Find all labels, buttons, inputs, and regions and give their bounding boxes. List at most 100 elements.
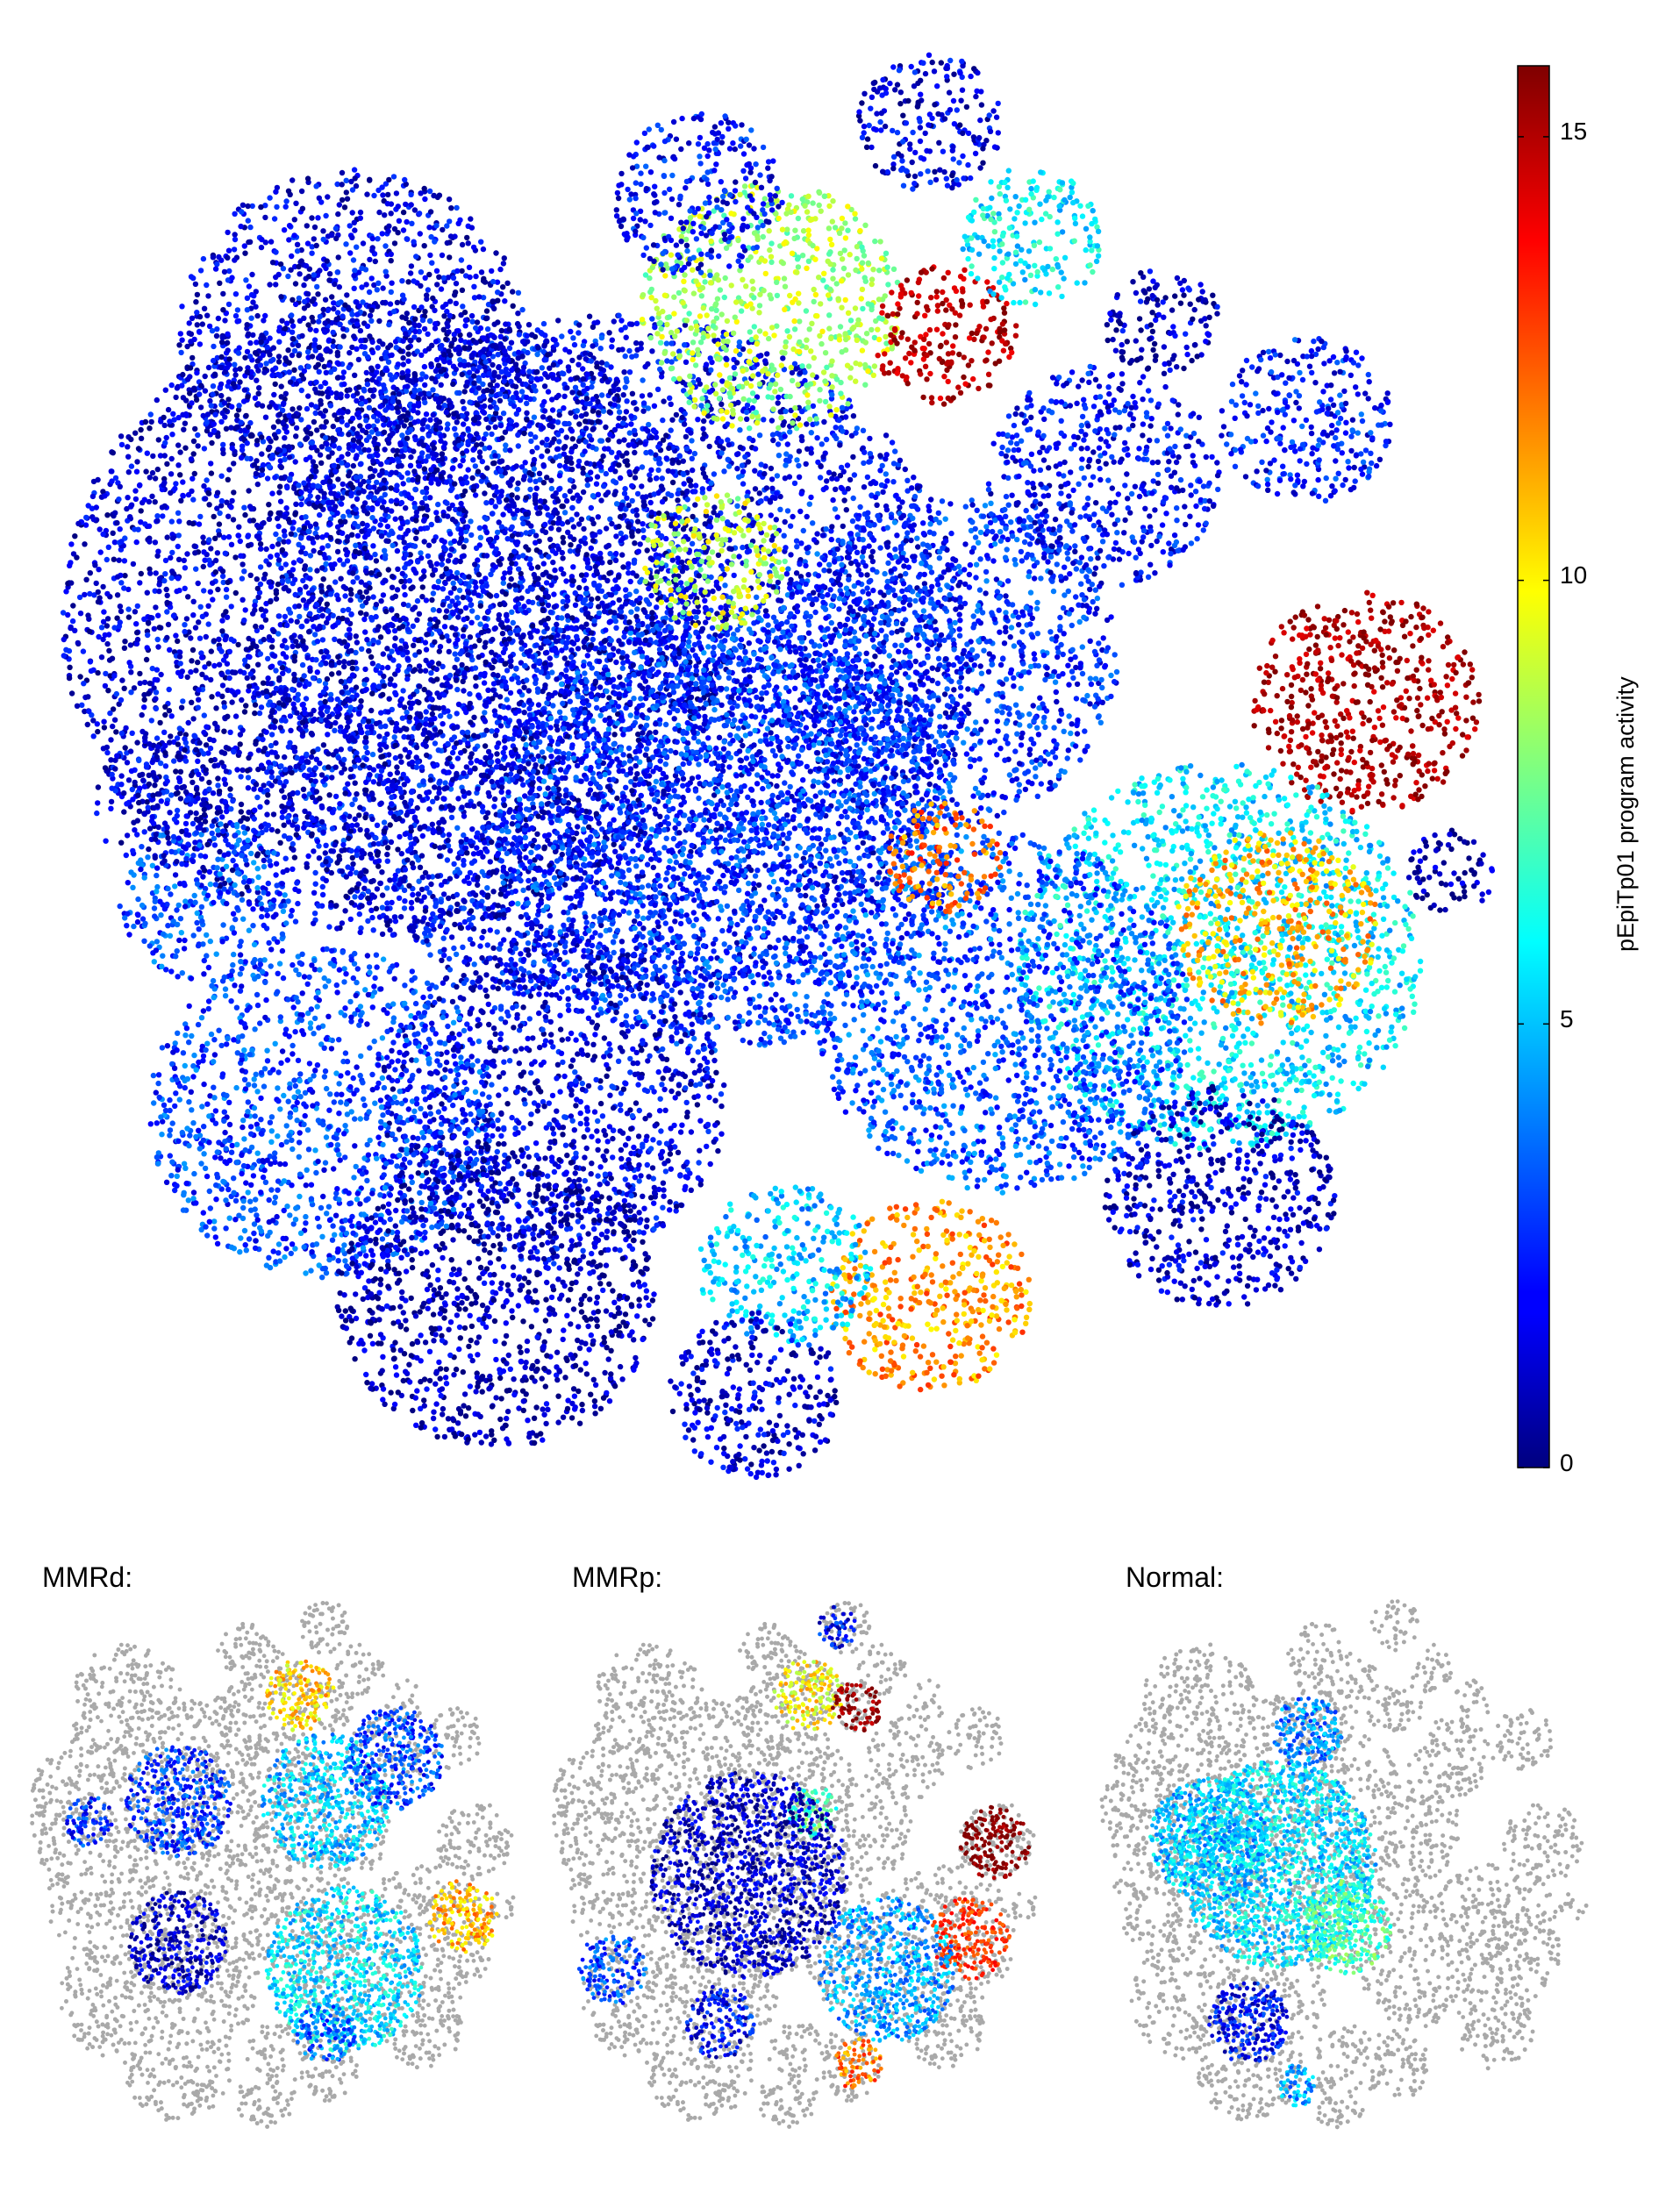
- data-point: [895, 629, 900, 634]
- data-point: [483, 972, 489, 977]
- data-point: [547, 537, 553, 542]
- data-point: [598, 982, 604, 987]
- data-point: [881, 592, 886, 597]
- data-point: [482, 710, 487, 715]
- data-point: [411, 468, 417, 474]
- data-point: [596, 514, 601, 519]
- data-point: [437, 648, 442, 654]
- data-point: [304, 696, 309, 701]
- data-point: [711, 504, 717, 510]
- data-point: [844, 507, 849, 512]
- data-point: [769, 512, 774, 518]
- data-point: [493, 504, 498, 509]
- data-point: [648, 856, 654, 861]
- data-point: [430, 711, 435, 717]
- data-point: [651, 865, 656, 870]
- data-point: [756, 882, 761, 888]
- data-point: [862, 607, 868, 612]
- data-point: [952, 752, 957, 757]
- data-point: [830, 497, 835, 503]
- data-point: [576, 585, 582, 590]
- data-point: [365, 750, 370, 755]
- data-point: [844, 814, 849, 819]
- data-point: [666, 865, 671, 870]
- data-point: [397, 896, 402, 901]
- data-point: [354, 633, 359, 639]
- data-point: [794, 544, 799, 549]
- data-point: [377, 522, 382, 527]
- data-point: [432, 784, 437, 789]
- data-point: [495, 929, 500, 934]
- data-point: [413, 536, 418, 541]
- data-point: [597, 551, 603, 556]
- data-point: [275, 553, 280, 558]
- data-point: [890, 479, 896, 484]
- data-point: [655, 468, 661, 473]
- data-point: [732, 573, 737, 578]
- data-point: [418, 668, 423, 674]
- data-point: [664, 340, 669, 346]
- data-point: [556, 439, 561, 444]
- data-point: [510, 821, 515, 826]
- data-point: [440, 721, 445, 726]
- data-point: [461, 688, 466, 693]
- data-point: [752, 468, 757, 474]
- data-point: [283, 561, 289, 567]
- data-point: [392, 734, 397, 739]
- data-point: [649, 316, 654, 321]
- data-point: [466, 467, 471, 472]
- data-point: [598, 497, 604, 503]
- data-point: [836, 892, 841, 897]
- data-point: [792, 705, 797, 711]
- data-point: [438, 644, 443, 649]
- data-point: [616, 416, 621, 421]
- data-point: [896, 649, 901, 654]
- data-point: [836, 821, 841, 826]
- data-point: [892, 546, 897, 552]
- data-point: [519, 389, 525, 394]
- data-point: [843, 414, 848, 419]
- data-point: [669, 418, 675, 423]
- data-point: [506, 926, 511, 932]
- data-point: [409, 798, 414, 804]
- data-point: [439, 899, 444, 904]
- data-point: [534, 486, 540, 491]
- data-point: [384, 885, 390, 890]
- data-point: [550, 560, 555, 565]
- data-point: [672, 825, 677, 831]
- data-point: [792, 825, 797, 831]
- data-point: [541, 321, 547, 326]
- data-point: [647, 472, 652, 477]
- data-point: [775, 473, 780, 478]
- data-point: [856, 855, 861, 861]
- data-point: [765, 622, 770, 627]
- data-point: [489, 650, 494, 655]
- data-point: [524, 411, 529, 416]
- data-point: [385, 665, 390, 670]
- data-point: [543, 650, 548, 655]
- data-point: [634, 606, 640, 611]
- data-point: [652, 404, 657, 409]
- data-point: [847, 477, 853, 482]
- data-point: [511, 982, 517, 988]
- data-point: [479, 935, 484, 940]
- data-point: [925, 654, 930, 660]
- data-point: [819, 441, 825, 446]
- data-point: [797, 939, 802, 944]
- data-point: [725, 519, 730, 525]
- data-point: [826, 828, 831, 833]
- data-point: [912, 598, 918, 604]
- data-point: [805, 572, 811, 577]
- data-point: [621, 369, 626, 375]
- data-point: [904, 538, 909, 543]
- data-point: [646, 882, 651, 888]
- data-point: [864, 651, 869, 656]
- data-point: [681, 776, 686, 782]
- data-point: [514, 843, 519, 848]
- data-point: [809, 450, 814, 455]
- data-point: [570, 335, 575, 340]
- data-point: [760, 786, 765, 791]
- data-point: [316, 843, 321, 848]
- data-point: [274, 596, 279, 602]
